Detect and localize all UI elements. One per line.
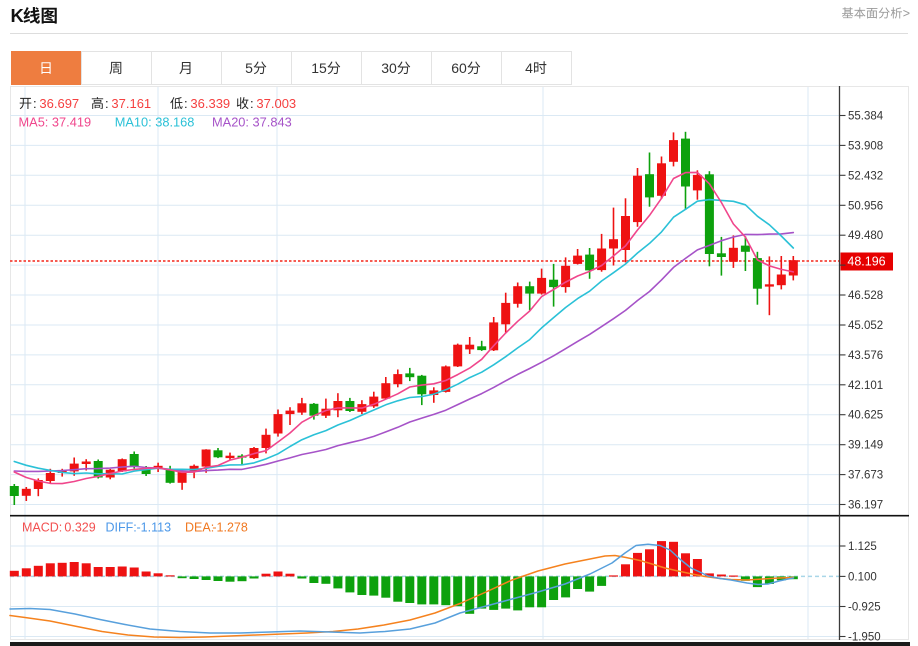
svg-text:6: 6	[451, 60, 459, 76]
svg-text:3: 3	[381, 60, 389, 76]
svg-text:-1.278: -1.278	[212, 521, 247, 535]
svg-text:4: 4	[525, 60, 533, 76]
svg-text:1: 1	[311, 60, 319, 76]
svg-text::: :	[33, 96, 37, 111]
svg-text:-0.925: -0.925	[848, 602, 881, 614]
svg-text::: :	[105, 96, 109, 111]
svg-text:MA20: 37.843: MA20: 37.843	[212, 115, 292, 130]
svg-text:MA10: 38.168: MA10: 38.168	[115, 115, 195, 130]
svg-text:37.003: 37.003	[256, 96, 296, 111]
svg-text:50.956: 50.956	[848, 200, 883, 212]
svg-text:0.100: 0.100	[848, 571, 877, 583]
svg-text:37.161: 37.161	[111, 96, 151, 111]
svg-text:1.125: 1.125	[848, 541, 877, 553]
svg-text:MA5: 37.419: MA5: 37.419	[19, 115, 92, 130]
svg-text:36.339: 36.339	[190, 96, 230, 111]
svg-text:42.101: 42.101	[848, 380, 883, 392]
svg-text:5: 5	[245, 60, 253, 76]
svg-text:40.625: 40.625	[848, 410, 883, 422]
svg-text:45.052: 45.052	[848, 320, 883, 332]
svg-text:49.480: 49.480	[848, 230, 883, 242]
svg-text:37.673: 37.673	[848, 470, 883, 482]
svg-text:-1.950: -1.950	[848, 632, 881, 644]
svg-text:0.329: 0.329	[64, 521, 95, 535]
svg-text:0: 0	[389, 60, 397, 76]
svg-text:43.576: 43.576	[848, 350, 883, 362]
svg-text:5: 5	[319, 60, 327, 76]
svg-text::: :	[184, 96, 188, 111]
svg-text:46.528: 46.528	[848, 290, 883, 302]
svg-text:52.432: 52.432	[848, 170, 883, 182]
svg-text:0: 0	[459, 60, 467, 76]
svg-text:-1.113: -1.113	[137, 521, 172, 535]
svg-text:39.149: 39.149	[848, 440, 883, 452]
svg-text:48.196: 48.196	[847, 255, 885, 269]
svg-text:53.908: 53.908	[848, 140, 883, 152]
svg-text:MACD:: MACD:	[22, 521, 62, 535]
svg-text:55.384: 55.384	[848, 111, 884, 123]
svg-text:DIFF:: DIFF:	[106, 521, 137, 535]
svg-text:DEA:: DEA:	[185, 521, 214, 535]
svg-text:36.197: 36.197	[848, 500, 883, 512]
svg-text::: :	[250, 96, 254, 111]
svg-text:36.697: 36.697	[39, 96, 79, 111]
svg-text:>: >	[903, 7, 910, 21]
svg-text:K: K	[11, 5, 25, 26]
